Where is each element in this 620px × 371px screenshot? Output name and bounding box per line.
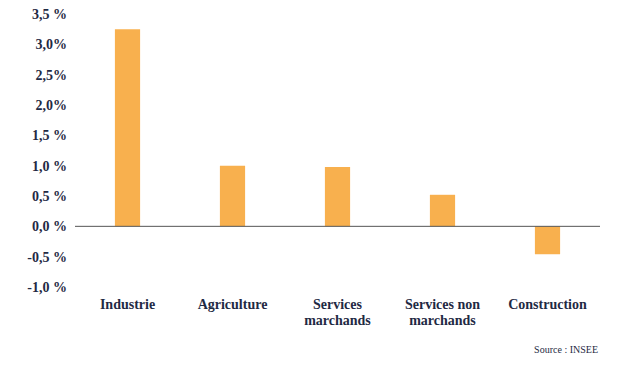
svg-text:0,0 %: 0,0 % — [32, 219, 67, 234]
svg-text:Industrie: Industrie — [100, 297, 155, 312]
svg-text:Construction: Construction — [508, 297, 587, 312]
svg-text:3,0%: 3,0% — [36, 37, 68, 52]
svg-text:-1,0 %: -1,0 % — [27, 280, 67, 295]
html-text:Source : INSEE: Source : INSEE — [534, 344, 598, 355]
svg-text:Servicesmarchands: Servicesmarchands — [304, 297, 371, 328]
svg-text:-0,5 %: -0,5 % — [27, 250, 67, 265]
svg-text:0,5 %: 0,5 % — [32, 189, 67, 204]
svg-text:2,0%: 2,0% — [36, 98, 68, 113]
svg-text:1,0 %: 1,0 % — [32, 159, 67, 174]
svg-text:Services nonmarchands: Services nonmarchands — [405, 297, 480, 328]
svg-text:2,5%: 2,5% — [36, 68, 68, 83]
svg-text:1,5 %: 1,5 % — [32, 128, 67, 143]
svg-text:Agriculture: Agriculture — [198, 297, 268, 312]
svg-text:3,5 %: 3,5 % — [32, 7, 67, 22]
